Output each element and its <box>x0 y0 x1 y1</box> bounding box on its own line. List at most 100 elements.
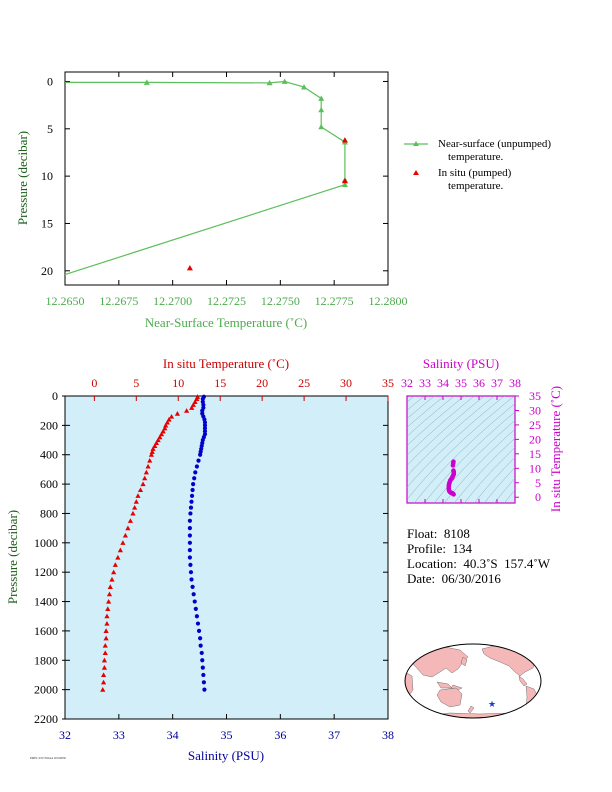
salinity-point <box>192 599 197 604</box>
temperature-tick-label: 0 <box>91 376 97 390</box>
x-tick-label: 12.2650 <box>46 294 85 308</box>
x-tick-label: 12.2675 <box>99 294 138 308</box>
temperature-point <box>112 562 118 567</box>
ts-y-tick-label: 35 <box>529 389 541 403</box>
y-tick-label: 1200 <box>34 565 58 579</box>
salinity-point <box>187 540 192 545</box>
near-surface-plot-frame <box>64 71 389 286</box>
temperature-point <box>130 510 136 516</box>
near-surface-point <box>301 84 308 90</box>
temperature-point <box>122 532 129 538</box>
ts-series <box>446 459 457 497</box>
temperature-point <box>194 396 200 402</box>
temperature-point <box>132 504 138 510</box>
near-surface-point <box>281 78 288 84</box>
salinity-point <box>187 555 192 560</box>
legend-label-near-surface-1: Near-surface (unpumped) <box>438 138 551 150</box>
ts-y-tick-label: 30 <box>529 403 541 417</box>
y-tick-label: 1000 <box>34 536 58 550</box>
salinity-point <box>200 408 205 413</box>
salinity-point <box>189 493 195 498</box>
temperature-point <box>127 518 134 523</box>
salinity-tick-label: 36 <box>274 728 286 742</box>
temperature-point <box>140 481 146 487</box>
float-info: Float: 8108 Profile: 134 Location: 40.3˚… <box>407 526 550 586</box>
temperature-point <box>103 635 109 641</box>
temperature-point <box>164 419 170 425</box>
temperature-point <box>137 487 144 493</box>
temperature-point <box>145 463 151 469</box>
temperature-point <box>155 437 161 443</box>
temperature-point <box>117 547 123 553</box>
in-situ-point <box>341 177 348 184</box>
temperature-point <box>149 449 155 454</box>
ts-x-tick-label: 32 <box>401 376 413 390</box>
salinity-point <box>196 628 202 634</box>
temperature-point <box>147 458 153 463</box>
temperature-point <box>142 475 148 481</box>
temperature-point <box>148 452 155 457</box>
salinity-point <box>187 518 192 523</box>
map-outline <box>404 643 542 719</box>
ts-x-tick-label: 33 <box>419 376 431 390</box>
temperature-point <box>100 672 107 678</box>
y-tick-label: 800 <box>40 506 58 520</box>
location-map: ★ <box>404 643 542 719</box>
temperature-point <box>135 493 141 498</box>
y-tick-label: 1800 <box>34 653 58 667</box>
ts-x-tick-label: 38 <box>509 376 521 390</box>
near-surface-y-label: Pressure (decibar) <box>15 131 30 225</box>
salinity-point <box>202 420 208 425</box>
near-surface-series <box>64 78 348 276</box>
ts-point <box>451 492 456 497</box>
near-surface-point <box>266 79 273 86</box>
temperature-point <box>153 440 160 446</box>
density-contour <box>407 396 495 477</box>
salinity-point <box>200 658 205 663</box>
density-contour <box>407 396 475 456</box>
temperature-tick-label: 15 <box>214 376 226 390</box>
salinity-point <box>188 570 194 575</box>
near-surface-legend: Near-surface (unpumped) temperature. In … <box>404 138 551 192</box>
profile-ticks: 0200400600800100012001400160018002000220… <box>34 376 394 742</box>
legend-marker-near-surface <box>413 141 419 146</box>
legend-marker-in-situ <box>413 170 419 175</box>
float-location: Location: 40.3˚S 157.4˚W <box>407 556 550 571</box>
salinity-tick-label: 38 <box>382 728 394 742</box>
temperature-point <box>168 413 175 419</box>
temperature-tick-label: 30 <box>340 376 352 390</box>
salinity-tick-label: 35 <box>221 728 233 742</box>
profile-y-label: Pressure (decibar) <box>5 510 20 604</box>
temperature-point <box>184 408 190 413</box>
salinity-point <box>200 665 205 670</box>
y-tick-label: 10 <box>41 169 53 183</box>
salinity-point <box>193 470 198 475</box>
salinity-point <box>190 487 195 493</box>
salinity-point <box>187 533 192 538</box>
temperature-point <box>162 425 168 431</box>
ts-density-contours <box>407 396 515 503</box>
y-tick-label: 2000 <box>34 683 58 697</box>
salinity-point <box>187 526 192 531</box>
temperature-point <box>115 554 121 560</box>
temperature-point <box>120 540 126 545</box>
salinity-tick-label: 33 <box>113 728 125 742</box>
y-tick-label: 400 <box>40 448 58 462</box>
y-tick-label: 0 <box>47 74 53 88</box>
temperature-point <box>157 434 163 440</box>
x-tick-label: 12.2725 <box>207 294 246 308</box>
salinity-point <box>198 452 203 457</box>
temperature-point <box>102 650 108 656</box>
ts-y-tick-label: 10 <box>529 461 541 475</box>
y-tick-label: 5 <box>47 122 53 136</box>
temperature-point <box>163 422 169 428</box>
temperature-point <box>100 687 106 692</box>
temperature-point <box>111 569 117 575</box>
salinity-point <box>198 636 203 641</box>
float-location-marker: ★ <box>488 699 496 709</box>
salinity-point <box>190 584 195 589</box>
temperature-point <box>150 446 156 451</box>
salinity-point <box>192 476 197 481</box>
salinity-point <box>188 511 193 516</box>
temperature-point <box>174 411 181 416</box>
